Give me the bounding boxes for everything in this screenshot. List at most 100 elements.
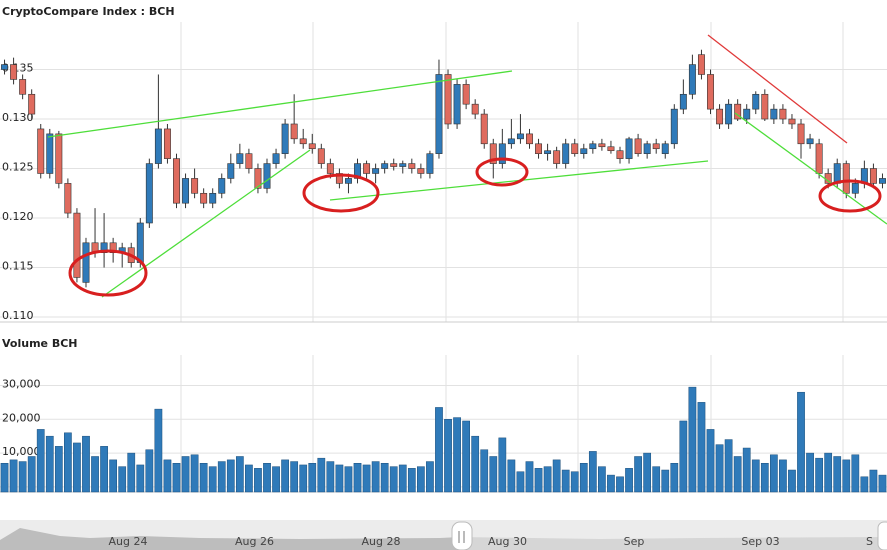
- volume-bar: [398, 464, 407, 493]
- candle-body: [354, 163, 361, 179]
- volume-bar: [435, 407, 443, 493]
- candle-body: [227, 163, 235, 179]
- volume-bar: [453, 417, 461, 493]
- candle-body: [553, 150, 561, 164]
- volume-bar: [380, 462, 389, 493]
- trend-line: [101, 149, 311, 298]
- volume-bar: [281, 459, 289, 493]
- candle-body: [408, 163, 416, 169]
- candle-body: [254, 168, 262, 189]
- candle-body: [679, 93, 687, 110]
- candle-body: [589, 143, 597, 150]
- candle-body: [28, 93, 36, 115]
- candle-body: [869, 168, 877, 184]
- volume-bar: [308, 462, 317, 493]
- volume-bar: [842, 459, 851, 493]
- trend-line: [47, 70, 513, 138]
- candle-body: [55, 133, 63, 184]
- volume-bar: [616, 476, 624, 493]
- navigator-area: [0, 528, 460, 550]
- navigator-handle[interactable]: [451, 521, 473, 550]
- volume-bar: [118, 466, 127, 493]
- x-axis-label: S: [866, 535, 873, 548]
- candle-body: [806, 138, 814, 145]
- candle-body: [426, 153, 434, 174]
- candle-body: [344, 178, 352, 184]
- candle-body: [10, 64, 18, 80]
- y-tick-label: 0.135: [2, 62, 34, 75]
- candle-body: [716, 108, 724, 125]
- candle-body: [363, 163, 371, 174]
- volume-bar: [299, 464, 308, 493]
- candle-body: [1, 64, 8, 70]
- candle-body: [281, 123, 289, 154]
- candle-body: [462, 84, 470, 105]
- candle-body: [480, 113, 488, 145]
- candle-body: [616, 150, 624, 159]
- volume-bar: [869, 469, 878, 493]
- candle-body: [200, 192, 208, 204]
- candle-body: [571, 143, 579, 154]
- candle-body: [507, 138, 515, 145]
- volume-bar: [389, 466, 398, 493]
- candle-body: [453, 84, 461, 125]
- volume-bar: [588, 451, 597, 493]
- candle-body: [182, 178, 190, 204]
- volume-bar: [127, 452, 136, 493]
- volume-bar: [625, 468, 633, 493]
- volume-bar: [543, 466, 552, 493]
- volume-bar: [797, 391, 805, 493]
- candle-body: [734, 103, 742, 120]
- volume-bar: [860, 476, 869, 493]
- highlight-circle: [818, 179, 882, 213]
- candle-body: [643, 143, 651, 154]
- y-tick-label: 0.125: [2, 161, 34, 174]
- candle-body: [381, 163, 389, 169]
- volume-bar: [534, 468, 543, 493]
- volume-bar: [634, 456, 642, 493]
- volume-bar: [833, 456, 842, 493]
- volume-bar: [878, 474, 887, 493]
- volume-bar: [552, 459, 561, 493]
- candle-body: [372, 168, 380, 174]
- volume-bar: [498, 437, 507, 493]
- candle-body: [73, 212, 81, 278]
- volume-bar: [806, 452, 814, 493]
- navigator-handle[interactable]: [877, 521, 887, 550]
- candle-body: [535, 143, 543, 154]
- candle-body: [326, 163, 334, 174]
- volume-bar: [335, 464, 344, 493]
- volume-bar: [163, 459, 172, 493]
- x-axis-label: Aug 28: [362, 535, 401, 548]
- volume-bar: [172, 462, 181, 493]
- trend-line: [707, 34, 848, 144]
- x-axis-label: Aug 24: [109, 535, 148, 548]
- volume-bar: [154, 408, 163, 493]
- candle-body: [562, 143, 570, 164]
- volume-bar: [670, 462, 679, 493]
- volume-bar: [91, 456, 99, 493]
- candle-body: [779, 108, 787, 120]
- candle-body: [100, 242, 108, 253]
- volume-bar: [769, 454, 778, 493]
- volume-bar: [706, 429, 715, 493]
- candle-body: [661, 143, 669, 154]
- volume-bar: [145, 449, 154, 493]
- y-tick-label: 10,000: [2, 445, 41, 458]
- candle-body: [634, 138, 642, 154]
- volume-bar: [643, 452, 652, 493]
- volume-bar: [579, 462, 588, 493]
- candle-body: [788, 118, 796, 125]
- candle-body: [743, 108, 751, 120]
- candle-body: [236, 153, 244, 164]
- volume-bar: [733, 456, 742, 493]
- volume-bar: [679, 420, 688, 493]
- volume-bar: [9, 459, 18, 493]
- candle-body: [688, 64, 696, 95]
- volume-bar: [507, 459, 516, 493]
- candle-body: [761, 93, 769, 120]
- volume-bar: [426, 461, 434, 493]
- volume-bar: [697, 402, 706, 493]
